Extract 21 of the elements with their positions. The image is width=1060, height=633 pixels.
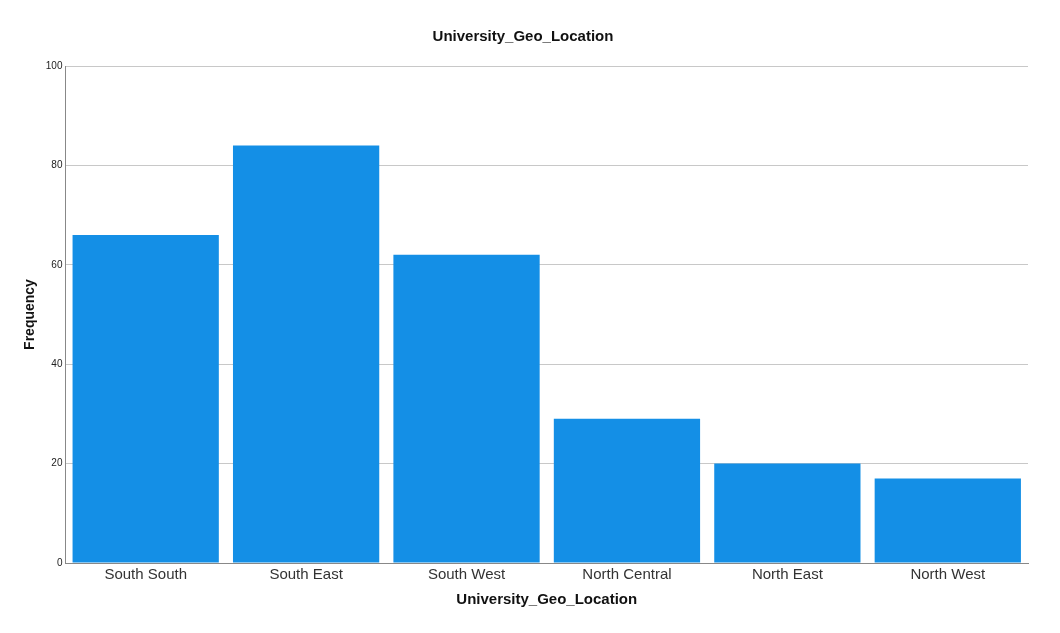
x-tick-label: South East xyxy=(269,565,344,583)
x-tick-label: North East xyxy=(751,565,824,583)
chart-title: University_Geo_Location xyxy=(432,27,614,45)
y-tick-label: 80 xyxy=(51,159,63,171)
bar xyxy=(232,145,380,563)
x-tick-label: North Central xyxy=(582,565,672,583)
bar xyxy=(714,463,861,563)
bar xyxy=(72,234,219,563)
y-tick-label: 40 xyxy=(51,357,63,369)
x-axis-title: University_Geo_Location xyxy=(456,590,638,608)
x-tick-label: South West xyxy=(427,565,506,583)
x-tick-label: South South xyxy=(104,565,187,583)
y-tick-label: 100 xyxy=(45,59,63,71)
bar xyxy=(553,418,701,563)
x-tick-label: North West xyxy=(910,565,986,583)
y-tick-label: 20 xyxy=(51,457,63,469)
y-axis-title: Frequency xyxy=(21,278,38,350)
y-tick-label: 60 xyxy=(51,258,63,270)
bar xyxy=(874,478,1021,563)
y-tick-label: 0 xyxy=(56,556,63,568)
bar xyxy=(393,254,540,563)
